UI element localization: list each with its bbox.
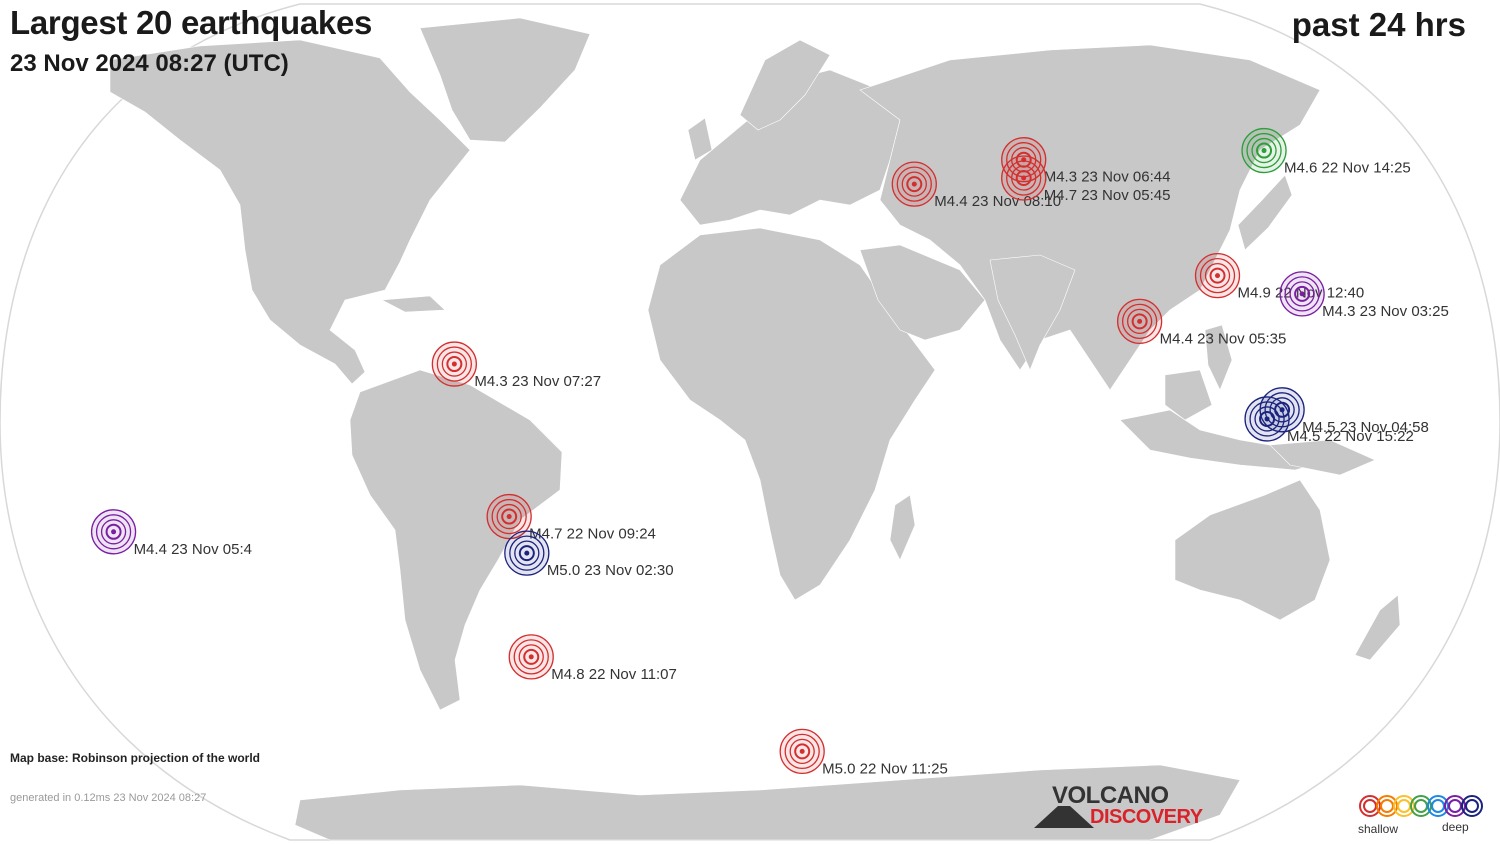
british-isles: [687, 117, 713, 161]
earthquake-label: M4.3 23 Nov 07:27: [474, 373, 601, 390]
legend-depth-circle: [1448, 799, 1462, 813]
greenland: [419, 17, 591, 143]
north-america: [109, 39, 471, 385]
earthquake-marker[interactable]: M4.3 23 Nov 03:25: [1279, 271, 1449, 320]
depth-legend: shallow deep: [1356, 790, 1486, 840]
legend-depth-circle: [1363, 799, 1377, 813]
japan: [1237, 174, 1293, 251]
earthquake-label: M4.4 23 Nov 05:4: [134, 541, 252, 558]
legend-depth-circle: [1431, 799, 1445, 813]
logo-text-volcano: VOLCANO: [1052, 782, 1169, 809]
earthquake-marker[interactable]: M4.7 22 Nov 09:24: [486, 493, 656, 543]
legend-shallow-label: shallow: [1358, 822, 1399, 836]
earthquake-marker[interactable]: M5.0 22 Nov 11:25: [779, 728, 948, 777]
earthquake-label: M4.4 23 Nov 05:35: [1160, 330, 1287, 347]
earthquake-marker[interactable]: M4.5 22 Nov 15:22: [1244, 396, 1414, 445]
legend-depth-circle: [1380, 799, 1394, 813]
australia: [1174, 479, 1331, 621]
india: [989, 254, 1076, 371]
earthquake-marker[interactable]: M4.4 23 Nov 08:10: [891, 161, 1061, 210]
earthquake-label: M4.4 23 Nov 08:10: [934, 193, 1061, 210]
borneo: [1164, 369, 1213, 421]
philippines: [1204, 324, 1233, 391]
earthquake-label: M4.7 22 Nov 09:24: [529, 526, 656, 543]
earthquake-markers: M4.3 23 Nov 07:27 M4.7 22 Nov 09:24 M5.0 2…: [90, 127, 1449, 777]
map-base-note: Map base: Robinson projection of the wor…: [10, 751, 261, 765]
earthquake-label: M4.3 23 Nov 03:25: [1322, 303, 1449, 320]
map-date: 23 Nov 2024 08:27 (UTC): [10, 50, 289, 77]
map-period: past 24 hrs: [1291, 6, 1466, 43]
earthquake-label: M4.6 22 Nov 14:25: [1284, 160, 1411, 177]
legend-depth-circle: [1465, 799, 1479, 813]
depth-legend-circles: [1359, 795, 1483, 817]
earthquake-label: M4.8 22 Nov 11:07: [551, 666, 677, 683]
south-america: [349, 369, 563, 711]
land-masses: [109, 17, 1401, 841]
legend-depth-circle: [1414, 799, 1428, 813]
madagascar: [889, 494, 916, 561]
earthquake-label: M4.5 22 Nov 15:22: [1287, 428, 1414, 445]
legend-depth-circle: [1461, 795, 1483, 817]
earthquake-marker[interactable]: M4.6 22 Nov 14:25: [1241, 127, 1411, 177]
earthquake-label: M5.0 22 Nov 11:25: [822, 760, 948, 777]
arabia: [859, 244, 986, 341]
earthquake-label: M4.3 23 Nov 06:44: [1044, 169, 1171, 186]
map-title: Largest 20 earthquakes: [10, 4, 373, 41]
logo-text-discovery: DISCOVERY: [1090, 806, 1203, 828]
volcano-icon: [1034, 806, 1094, 828]
asia: [859, 44, 1321, 391]
legend-deep-label: deep: [1442, 820, 1469, 834]
generated-note: generated in 0.12ms 23 Nov 2024 08:27: [10, 792, 207, 804]
antarctica: [294, 764, 1241, 841]
africa: [647, 227, 936, 601]
scandinavia: [739, 39, 831, 131]
earthquake-label: M4.7 23 Nov 05:45: [1044, 187, 1171, 204]
earthquake-marker[interactable]: M4.8 22 Nov 11:07: [508, 634, 677, 683]
earthquake-marker[interactable]: M4.7 23 Nov 05:45: [1001, 155, 1171, 204]
earthquake-marker[interactable]: M4.4 23 Nov 05:35: [1116, 298, 1287, 347]
earthquake-marker[interactable]: M5.0 23 Nov 02:30: [504, 530, 674, 579]
legend-depth-circle: [1397, 799, 1411, 813]
earthquake-marker[interactable]: M4.3 23 Nov 07:27: [431, 341, 601, 390]
caribbean: [380, 295, 446, 313]
new-guinea: [1269, 439, 1376, 476]
volcano-discovery-logo: VOLCANO DISCOVERY: [1034, 782, 1214, 832]
earthquake-label: M4.5 23 Nov 04:58: [1302, 419, 1429, 436]
new-zealand: [1354, 594, 1401, 661]
earthquake-marker[interactable]: M4.4 23 Nov 05:4: [90, 509, 252, 558]
earthquake-label: M5.0 23 Nov 02:30: [547, 562, 674, 579]
